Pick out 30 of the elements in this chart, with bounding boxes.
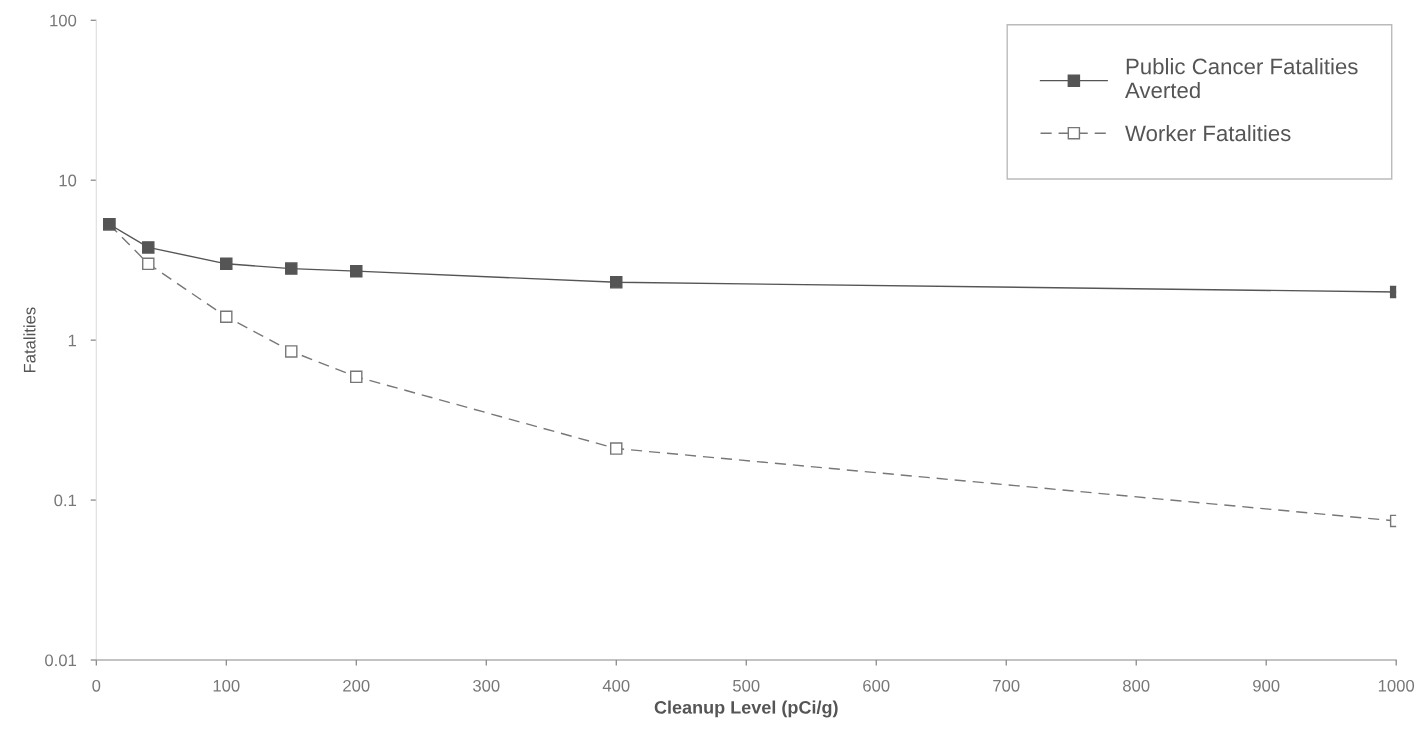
point [285,262,298,275]
x-tick-label: 1000 [1378,679,1415,692]
x-tick-label: 400 [602,679,630,692]
point [142,241,155,254]
point [142,257,155,271]
x-axis-title: Cleanup Level (pCi/g) [654,700,838,718]
point [350,264,363,278]
x-tick-label: 0 [92,679,101,692]
y-tick-label: 100 [50,14,77,27]
point [220,257,233,271]
x-tick-label: 700 [993,679,1020,692]
x-tick-label: 900 [1253,679,1280,692]
x-tick-label: 300 [472,679,500,692]
y-tick-label: 1 [68,334,77,347]
x-tick-label: 800 [1123,679,1150,692]
y-tick-label: 0.1 [54,494,77,507]
y-tick-label: 0.01 [45,654,77,667]
point [220,310,233,324]
x-tick-label: 100 [213,679,240,692]
y-axis-title: Fatalities [23,307,36,373]
legend-label: Worker Fatalities [1125,124,1291,142]
point [609,442,623,455]
point [350,370,363,384]
legend-label: Public Cancer Fatalities Averted [1125,58,1358,99]
x-tick-label: 500 [733,679,760,692]
x-tick-label: 200 [343,679,370,692]
y-tick-label: 10 [59,174,77,187]
x-tick-label: 600 [863,679,890,692]
point [285,345,298,358]
point [609,276,623,289]
